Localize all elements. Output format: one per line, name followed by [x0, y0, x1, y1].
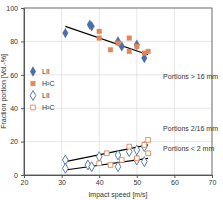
tick-label: 50	[133, 179, 141, 186]
y-axis-title: Fraction portion [Vol.-%]	[0, 54, 8, 129]
tick-mark	[62, 175, 63, 178]
tick: 20	[21, 175, 29, 186]
point	[115, 36, 121, 46]
tick-mark	[174, 175, 175, 178]
tick-label: 70	[209, 179, 217, 186]
tick-label: 0	[14, 172, 18, 179]
point	[127, 49, 132, 54]
point	[146, 138, 151, 143]
legend-symbol	[31, 105, 36, 110]
tick-label: 20	[21, 179, 29, 186]
tick-label: 40	[96, 179, 104, 186]
point	[134, 145, 140, 155]
point	[104, 151, 109, 156]
tick: 20	[10, 138, 24, 145]
tick: 100	[6, 5, 24, 12]
point	[127, 36, 132, 41]
tick: 40	[96, 175, 104, 186]
tick: 50	[133, 175, 141, 186]
tick: 80	[10, 38, 24, 45]
trend-line	[65, 145, 148, 162]
tick: 40	[10, 105, 24, 112]
plot: 203040506070020406080100Portions > 16 mm…	[6, 5, 218, 186]
tick-mark	[137, 175, 138, 178]
tick: 0	[14, 172, 24, 179]
tick-label: 60	[10, 72, 18, 79]
tick-mark	[21, 8, 24, 9]
chart: 203040506070020406080100Portions > 16 mm…	[0, 0, 223, 200]
x-axis: 20 30 40 50 60 70	[21, 175, 217, 186]
point	[89, 162, 95, 172]
x-axis-title: Impact speed [m/s]	[88, 191, 147, 199]
point	[141, 157, 147, 167]
tick: 30	[58, 175, 66, 186]
tick: 60	[171, 175, 179, 186]
annotation: Portions 2/16 mm	[163, 125, 218, 132]
point	[116, 41, 121, 46]
point	[134, 40, 140, 50]
annotation: Portions < 2 mm	[163, 145, 214, 152]
legend: LII H²C LII H²C	[30, 67, 54, 111]
tick-mark	[21, 75, 24, 76]
point	[127, 144, 132, 149]
legend-symbol	[30, 91, 36, 101]
point	[146, 49, 151, 54]
tick-mark	[99, 175, 100, 178]
grid-line	[24, 141, 212, 142]
point	[97, 161, 102, 166]
tick-label: 30	[58, 179, 66, 186]
tick: 60	[10, 72, 24, 79]
point	[63, 28, 69, 38]
legend-item: LII	[30, 91, 50, 101]
legend-label: LII	[42, 68, 50, 75]
legend-label: H²C	[42, 104, 54, 111]
point	[97, 29, 102, 34]
tick-mark	[21, 142, 24, 143]
point	[134, 156, 139, 161]
point	[142, 143, 147, 148]
point	[96, 152, 102, 162]
tick-mark	[21, 175, 24, 176]
legend-symbol	[30, 67, 36, 77]
tick-label: 60	[171, 179, 179, 186]
tick-mark	[21, 108, 24, 109]
tick: 70	[209, 175, 217, 186]
legend-label: LII	[42, 92, 50, 99]
tick-label: 40	[10, 105, 18, 112]
legend-item: H²C	[31, 104, 55, 111]
y-axis: 0 20 40 60 80 100	[6, 5, 24, 179]
point	[134, 44, 139, 49]
tick-label: 80	[10, 38, 18, 45]
point	[119, 158, 124, 163]
grid-line	[61, 8, 62, 175]
point	[115, 162, 121, 172]
point	[146, 151, 151, 156]
legend-symbol	[31, 81, 36, 86]
point	[89, 21, 95, 31]
point	[97, 36, 102, 41]
trend-line	[65, 26, 148, 54]
point	[108, 163, 113, 168]
tick-mark	[212, 175, 213, 178]
annotation: Portions > 16 mm	[163, 73, 218, 80]
tick-mark	[21, 41, 24, 42]
tick-label: 100	[6, 5, 18, 12]
point	[141, 142, 147, 152]
point	[108, 47, 113, 52]
axis-line	[25, 176, 213, 179]
marks	[63, 20, 151, 173]
point	[134, 155, 140, 165]
legend-label: H²C	[42, 80, 54, 87]
tick-label: 20	[10, 138, 18, 145]
point	[63, 163, 69, 173]
legend-item: H²C	[31, 80, 55, 87]
legend-item: LII	[30, 67, 50, 77]
